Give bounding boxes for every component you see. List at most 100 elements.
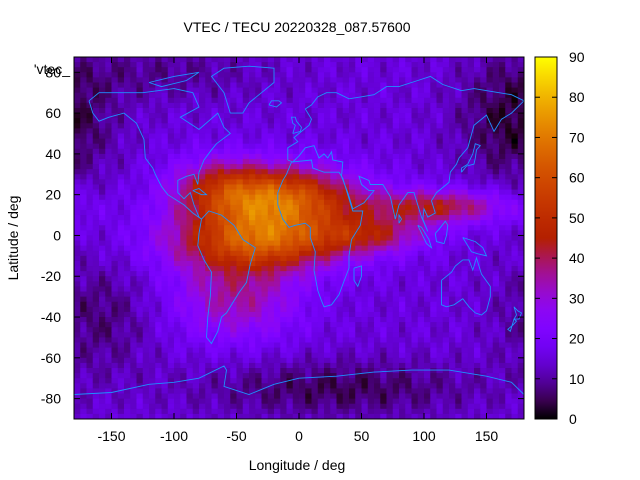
- heatmap-cell: [417, 225, 425, 231]
- heatmap-cell: [149, 383, 156, 390]
- heatmap-cell: [180, 271, 188, 277]
- heatmap-cell: [236, 92, 244, 99]
- heatmap-cell: [186, 332, 194, 339]
- heatmap-cell: [286, 62, 294, 68]
- heatmap-cell: [355, 87, 363, 94]
- heatmap-cell: [255, 250, 263, 257]
- heatmap-cell: [392, 215, 400, 221]
- heatmap-cell: [449, 220, 456, 226]
- heatmap-cell: [517, 327, 524, 333]
- heatmap-cell: [161, 179, 169, 186]
- heatmap-cell: [511, 67, 519, 73]
- heatmap-cell: [174, 337, 181, 344]
- heatmap-cell: [317, 225, 325, 231]
- heatmap-cell: [267, 215, 275, 221]
- heatmap-cell: [205, 332, 213, 339]
- heatmap-cell: [436, 209, 444, 216]
- heatmap-cell: [230, 225, 238, 231]
- heatmap-cell: [255, 276, 263, 282]
- heatmap-cell: [299, 271, 306, 277]
- heatmap-cell: [261, 271, 269, 277]
- heatmap-cell: [455, 337, 463, 344]
- heatmap-cell: [355, 164, 363, 170]
- heatmap-cell: [274, 373, 281, 379]
- heatmap-cell: [161, 118, 169, 124]
- heatmap-cell: [199, 327, 206, 333]
- heatmap-cell: [236, 143, 244, 150]
- heatmap-cell: [99, 317, 106, 323]
- heatmap-cell: [242, 194, 250, 201]
- heatmap-cell: [199, 368, 206, 374]
- heatmap-cell: [180, 102, 188, 109]
- heatmap-cell: [161, 215, 169, 221]
- heatmap-cell: [167, 317, 175, 323]
- heatmap-cell: [430, 169, 438, 175]
- heatmap-cell: [199, 67, 206, 73]
- heatmap-cell: [417, 184, 425, 191]
- heatmap-cell: [105, 347, 113, 354]
- heatmap-cell: [417, 92, 425, 99]
- heatmap-cell: [299, 77, 306, 84]
- heatmap-cell: [286, 311, 294, 318]
- heatmap-cell: [455, 301, 463, 308]
- heatmap-cell: [86, 128, 94, 135]
- heatmap-cell: [205, 97, 213, 104]
- heatmap-cell: [480, 62, 488, 68]
- heatmap-cell: [367, 398, 375, 405]
- heatmap-cell: [317, 383, 325, 390]
- heatmap-cell: [249, 276, 256, 282]
- heatmap-cell: [467, 164, 475, 170]
- heatmap-cell: [105, 138, 113, 145]
- heatmap-cell: [505, 255, 513, 262]
- heatmap-cell: [411, 72, 419, 78]
- heatmap-cell: [117, 271, 125, 277]
- heatmap-cell: [174, 118, 181, 124]
- heatmap-cell: [374, 347, 381, 354]
- heatmap-cell: [80, 113, 88, 119]
- heatmap-cell: [317, 77, 325, 84]
- heatmap-cell: [205, 408, 213, 415]
- heatmap-cell: [467, 209, 475, 216]
- heatmap-cell: [505, 281, 513, 288]
- heatmap-cell: [455, 128, 463, 135]
- heatmap-cell: [136, 373, 144, 379]
- heatmap-cell: [486, 301, 494, 308]
- heatmap-cell: [505, 235, 513, 242]
- heatmap-cell: [192, 143, 200, 150]
- heatmap-cell: [149, 403, 156, 410]
- heatmap-cell: [324, 327, 331, 333]
- heatmap-cell: [80, 235, 88, 242]
- heatmap-cell: [480, 128, 488, 135]
- heatmap-cell: [361, 57, 369, 63]
- heatmap-cell: [399, 266, 406, 272]
- heatmap-cell: [161, 153, 169, 160]
- heatmap-cell: [324, 158, 331, 165]
- heatmap-cell: [511, 184, 519, 191]
- heatmap-cell: [486, 347, 494, 354]
- heatmap-cell: [386, 82, 394, 89]
- heatmap-cell: [342, 332, 350, 339]
- heatmap-cell: [111, 311, 119, 318]
- heatmap-cell: [149, 138, 156, 145]
- heatmap-cell: [424, 225, 431, 231]
- heatmap-cell: [324, 67, 331, 73]
- heatmap-cell: [111, 199, 119, 206]
- heatmap-cell: [492, 357, 500, 364]
- heatmap-cell: [299, 225, 306, 231]
- heatmap-cell: [80, 281, 88, 288]
- heatmap-cell: [317, 260, 325, 267]
- heatmap-cell: [249, 332, 256, 339]
- heatmap-cell: [124, 235, 131, 242]
- heatmap-cell: [205, 347, 213, 354]
- heatmap-cell: [511, 332, 519, 339]
- heatmap-cell: [236, 107, 244, 114]
- heatmap-cell: [124, 143, 131, 150]
- heatmap-cell: [180, 82, 188, 89]
- heatmap-cell: [230, 62, 238, 68]
- heatmap-cell: [205, 153, 213, 160]
- heatmap-cell: [492, 255, 500, 262]
- heatmap-cell: [74, 57, 81, 63]
- heatmap-cell: [467, 235, 475, 242]
- heatmap-cell: [211, 194, 219, 201]
- heatmap-cell: [249, 189, 256, 196]
